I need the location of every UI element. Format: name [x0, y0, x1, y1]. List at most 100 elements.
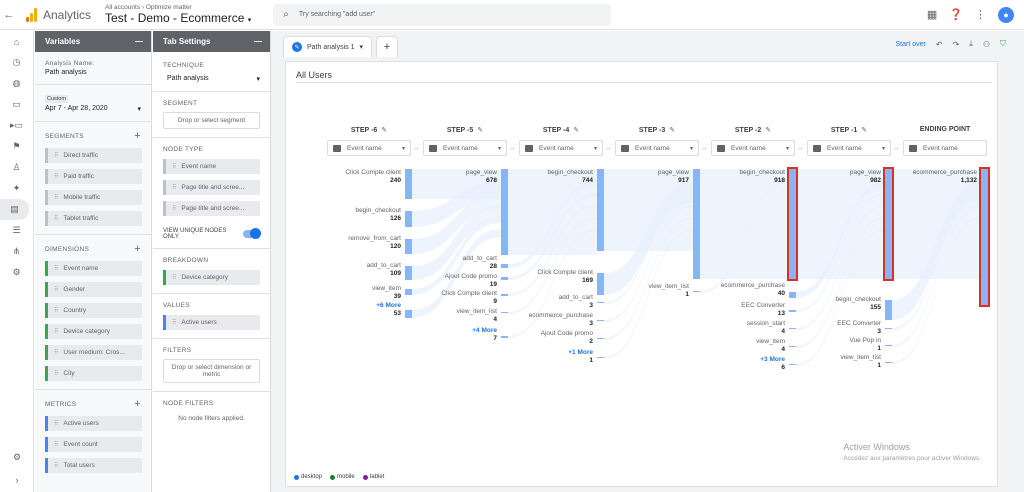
add-tab-button[interactable]: +: [376, 36, 398, 57]
path-node-bar[interactable]: [693, 169, 700, 279]
path-node-bar[interactable]: [693, 291, 700, 292]
node-type-dropdown[interactable]: Event name: [903, 140, 987, 156]
technique-select[interactable]: Path analysis ▾: [167, 75, 260, 83]
path-node-bar[interactable]: [789, 310, 796, 312]
more-vert-icon[interactable]: ⋮: [975, 9, 986, 21]
analysis-icon[interactable]: ▤: [0, 199, 29, 220]
path-node-bar[interactable]: [981, 169, 988, 305]
download-icon[interactable]: ⤓: [969, 39, 973, 48]
path-node-bar[interactable]: [501, 312, 508, 313]
path-node-bar[interactable]: [789, 364, 796, 365]
segment-chip[interactable]: ⠿ Tablet traffic: [45, 211, 142, 226]
path-node-bar[interactable]: [597, 320, 604, 321]
flag-icon[interactable]: ⚑: [12, 141, 21, 151]
segment-drop-zone[interactable]: Drop or select segment: [163, 112, 260, 129]
dimension-chip[interactable]: ⠿ Gender: [45, 282, 142, 297]
segment-chip[interactable]: ⠿ Mobile traffic: [45, 190, 142, 205]
path-node-bar[interactable]: [789, 328, 796, 329]
edit-pen-icon[interactable]: ✎: [381, 127, 388, 134]
breakdown-chip[interactable]: ⠿ Device category: [163, 270, 260, 285]
path-node-bar[interactable]: [501, 169, 508, 255]
path-node-bar[interactable]: [501, 294, 508, 296]
add-segment-icon[interactable]: +: [134, 130, 141, 142]
edit-pen-icon[interactable]: ✎: [669, 127, 676, 134]
path-node-bar[interactable]: [789, 292, 796, 298]
integration-icon[interactable]: ⚙: [12, 267, 21, 277]
node-type-dropdown[interactable]: Event name ▾: [807, 140, 891, 156]
account-selector[interactable]: All accounts › Optimize matter Test - De…: [105, 4, 251, 25]
date-range-selector[interactable]: Custom Apr 7 - Apr 28, 2020 ▾: [35, 85, 151, 122]
add-dimension-icon[interactable]: +: [134, 243, 141, 255]
edit-pen-icon[interactable]: ✎: [477, 127, 484, 134]
node-type-chip[interactable]: ⠿ Event name: [163, 159, 260, 174]
avatar[interactable]: ●: [998, 6, 1014, 23]
path-node-bar[interactable]: [405, 289, 412, 295]
path-node-bar[interactable]: [885, 345, 892, 346]
minimize-icon[interactable]: —: [135, 37, 143, 46]
path-node-bar[interactable]: [597, 273, 604, 295]
table-icon[interactable]: ▭: [12, 99, 21, 109]
metric-chip[interactable]: ⠿ Event count: [45, 437, 142, 452]
expand-chevron-icon[interactable]: ›: [15, 474, 19, 485]
dimension-chip[interactable]: ⠿ Device category: [45, 324, 142, 339]
node-type-dropdown[interactable]: Event name ▾: [615, 140, 699, 156]
apps-grid-icon[interactable]: ▦: [926, 9, 938, 21]
more-nodes-link[interactable]: +3 More 6: [760, 356, 785, 371]
redo-icon[interactable]: ↷: [952, 39, 960, 49]
path-node-bar[interactable]: [405, 266, 412, 280]
settings-icon[interactable]: ⚙: [12, 452, 22, 462]
node-type-chip[interactable]: ⠿ Page title and scree...: [163, 180, 260, 195]
home-icon[interactable]: ⌂: [13, 36, 20, 47]
search-input[interactable]: ⌕ Try searching "add user": [273, 3, 612, 26]
legend-tablet[interactable]: tablet: [362, 474, 384, 480]
more-nodes-link[interactable]: +4 More 7: [472, 327, 497, 342]
path-node-bar[interactable]: [501, 277, 508, 280]
view-unique-toggle[interactable]: [243, 228, 261, 239]
path-node-bar[interactable]: [405, 239, 412, 254]
realtime-icon[interactable]: ◷: [12, 57, 21, 67]
edit-pen-icon[interactable]: ✎: [765, 127, 772, 134]
more-nodes-link[interactable]: +1 More 1: [568, 349, 593, 364]
dimension-chip[interactable]: ⠿ User medium: Cros...: [45, 345, 142, 360]
node-type-dropdown[interactable]: Event name ▾: [519, 140, 603, 156]
legend-desktop[interactable]: desktop: [294, 474, 322, 480]
path-node-bar[interactable]: [789, 346, 796, 347]
segment-chip[interactable]: ⠿ Paid traffic: [45, 169, 142, 184]
legend-mobile[interactable]: mobile: [330, 474, 355, 480]
node-type-dropdown[interactable]: Event name ▾: [423, 140, 507, 156]
path-node-bar[interactable]: [597, 302, 604, 303]
path-node-bar[interactable]: [405, 310, 412, 318]
edit-pen-icon[interactable]: ✎: [861, 127, 868, 134]
path-node-bar[interactable]: [885, 328, 892, 329]
undo-icon[interactable]: ↶: [935, 39, 943, 49]
path-node-bar[interactable]: [597, 338, 604, 339]
debug-icon[interactable]: ✦: [12, 183, 21, 193]
more-nodes-link[interactable]: +6 More 53: [376, 302, 401, 317]
path-node-bar[interactable]: [885, 169, 892, 279]
path-node-bar[interactable]: [501, 336, 508, 338]
help-icon[interactable]: ❓: [949, 9, 963, 21]
node-type-chip[interactable]: ⠿ Page title and scree...: [163, 201, 260, 216]
node-type-dropdown[interactable]: Event name ▾: [711, 140, 795, 156]
chevron-down-icon[interactable]: ▾: [359, 44, 363, 51]
metric-chip[interactable]: ⠿ Total users: [45, 458, 142, 473]
path-node-bar[interactable]: [597, 169, 604, 251]
metric-chip[interactable]: ⠿ Active users: [45, 416, 142, 431]
filters-drop-zone[interactable]: Drop or select dimension or metric: [163, 359, 260, 383]
share-icon[interactable]: ⚇: [982, 39, 990, 49]
back-arrow-icon[interactable]: ←: [3, 8, 15, 21]
analysis-name-input[interactable]: Path analysis: [45, 69, 87, 76]
path-node-bar[interactable]: [597, 357, 604, 358]
hierarchy-icon[interactable]: ⋔: [12, 246, 21, 256]
user-list-icon[interactable]: ☰: [12, 225, 21, 235]
add-metric-icon[interactable]: +: [134, 398, 141, 410]
values-chip[interactable]: ⠿ Active users: [163, 315, 260, 330]
dimension-chip[interactable]: ⠿ City: [45, 366, 142, 381]
dimension-chip[interactable]: ⠿ Event name: [45, 261, 142, 276]
minimize-icon[interactable]: —: [254, 37, 262, 46]
path-node-bar[interactable]: [501, 264, 508, 268]
segment-chip[interactable]: ⠿ Direct traffic: [45, 148, 142, 163]
person-icon[interactable]: ♙: [12, 162, 21, 172]
path-node-bar[interactable]: [885, 362, 892, 363]
start-over-button[interactable]: Start over: [895, 40, 926, 48]
